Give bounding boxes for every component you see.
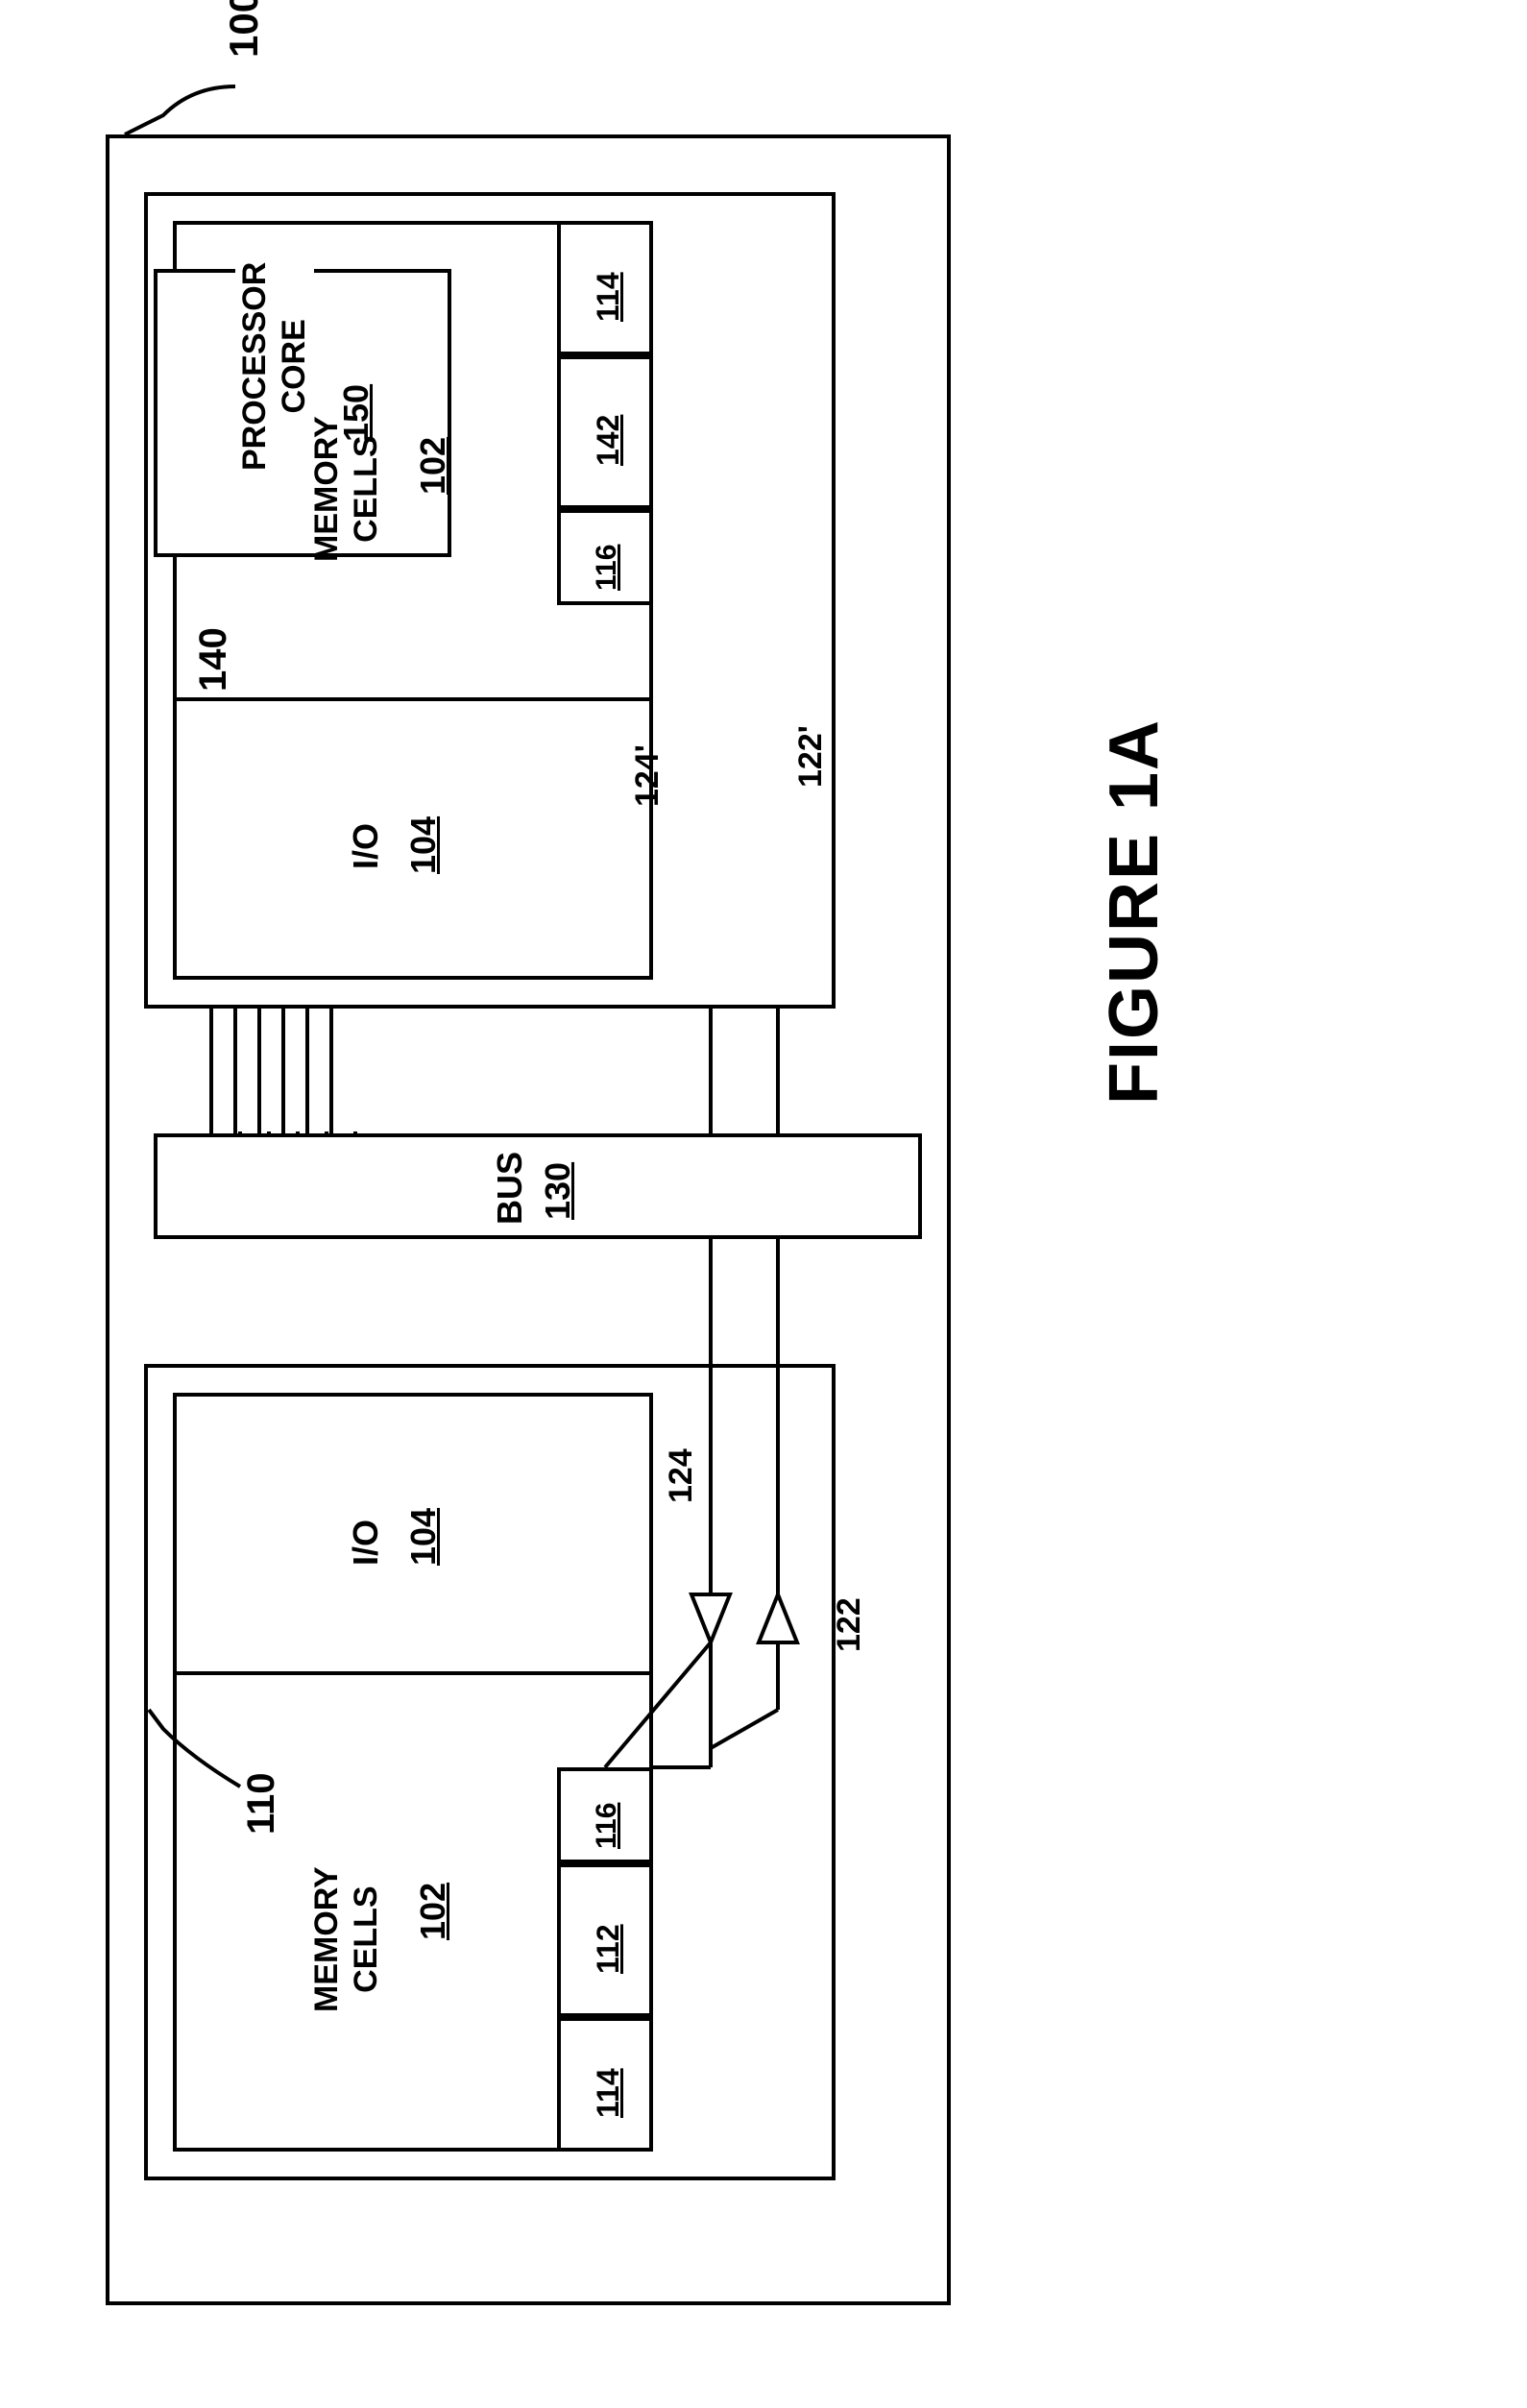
mem-left-124-ref: 124 — [663, 1448, 700, 1503]
mem-right-124-ref: 124' — [629, 744, 667, 807]
mem-left-cells-label: MEMORY CELLS — [307, 1866, 386, 2012]
mem-left-122-ref: 122 — [831, 1597, 868, 1652]
mem-right-cells-label: MEMORY CELLS — [307, 416, 386, 562]
mem-left-cells-ref: 102 — [413, 1883, 453, 1940]
outer-ref: 100 — [221, 0, 267, 58]
mem-right-io-label: I/O — [346, 823, 386, 869]
mem-right-142-ref: 142 — [591, 415, 626, 466]
bus-ref: 130 — [538, 1162, 578, 1220]
mem-left-io-label: I/O — [346, 1520, 386, 1566]
mem-right-lead-ref: 140 — [192, 627, 235, 692]
mem-right-122-ref: 122' — [792, 725, 830, 788]
bus-label: BUS — [490, 1152, 530, 1225]
mem-right-114-ref: 114 — [591, 272, 626, 322]
mem-left-lead-ref: 110 — [240, 1772, 283, 1835]
figure-caption: FIGURE 1A — [1095, 718, 1174, 1105]
mem-right-cells-ref: 102 — [413, 437, 453, 495]
mem-left-io-ref: 104 — [403, 1508, 444, 1566]
mem-right-io-ref: 104 — [403, 816, 444, 874]
mem-left-114-ref: 114 — [591, 2068, 626, 2118]
page: FIGURE 1A 100 PROCESSOR CORE 150 BUS 130… — [19, 19, 1527, 2389]
mem-right-116-ref: 116 — [591, 545, 623, 591]
processor-label: PROCESSOR CORE — [235, 262, 314, 471]
mem-left-116-ref: 116 — [591, 1803, 623, 1849]
mem-left-112-ref: 112 — [591, 1924, 626, 1974]
